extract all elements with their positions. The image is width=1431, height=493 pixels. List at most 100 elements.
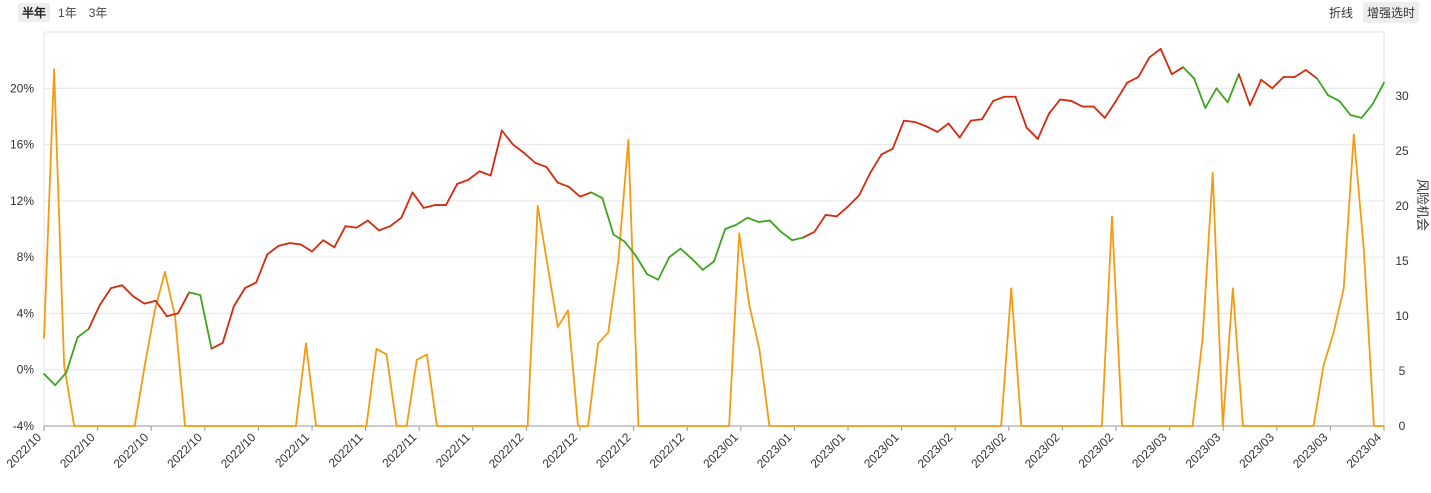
return-segment xyxy=(969,118,983,122)
enhanced-timing-button[interactable]: 增强选时 xyxy=(1362,2,1419,23)
return-segment xyxy=(869,153,883,174)
return-segment xyxy=(322,239,336,249)
x-tick-label: 2023/01 xyxy=(754,430,795,471)
x-tick-label: 2023/03 xyxy=(1129,430,1170,471)
return-segment xyxy=(244,281,258,290)
risk-opportunity-segment xyxy=(1332,287,1345,334)
x-tick-label: 2022/12 xyxy=(593,430,634,471)
x-tick-label: 2023/02 xyxy=(915,430,956,471)
return-segment xyxy=(1327,94,1341,102)
return-segment xyxy=(1226,73,1240,104)
return-segment xyxy=(76,328,90,339)
return-segment xyxy=(445,183,459,206)
return-segment xyxy=(467,170,481,181)
range-tab-3-year[interactable]: 3年 xyxy=(88,6,108,20)
return-segment xyxy=(110,284,124,290)
return-segment xyxy=(98,287,112,306)
return-segment xyxy=(1014,95,1028,129)
return-segment xyxy=(199,294,213,350)
return-segment xyxy=(132,295,146,305)
return-segment xyxy=(690,257,704,271)
return-segment xyxy=(746,216,760,223)
range-tab-1-year[interactable]: 1年 xyxy=(58,6,77,20)
left-tick-label: 20% xyxy=(10,81,34,95)
x-tick-label: 2022/11 xyxy=(433,430,473,470)
risk-opportunity-segment xyxy=(153,271,166,312)
risk-opportunity-segment xyxy=(1362,249,1375,427)
return-segment xyxy=(1137,56,1151,78)
return-segment xyxy=(891,119,905,150)
return-segment xyxy=(1025,126,1039,140)
return-segment xyxy=(512,143,526,154)
risk-opportunity-segment xyxy=(758,348,771,427)
chart-toolbar: 半年 1年 3年 折线 增强选时 xyxy=(0,0,1431,24)
return-segment xyxy=(121,284,135,298)
return-segment xyxy=(221,305,235,344)
return-segment xyxy=(858,171,872,197)
return-segment xyxy=(355,219,369,229)
left-tick-label: 4% xyxy=(17,306,35,320)
return-segment xyxy=(902,119,916,123)
return-segment xyxy=(1204,87,1218,109)
return-segment xyxy=(791,236,805,242)
right-tick-label: 15 xyxy=(1395,254,1409,268)
return-segment xyxy=(478,170,492,177)
return-segment xyxy=(936,122,950,133)
x-axis-ticks: 2022/10 2022/10 2022/10 2022/10 2022/10 2022/… xyxy=(4,426,1385,471)
x-tick-label: 2022/10 xyxy=(4,430,45,471)
range-tab-half-year[interactable]: 半年 xyxy=(18,3,51,22)
range-tabs: 半年 1年 3年 xyxy=(18,3,111,22)
risk-opportunity-segment xyxy=(738,232,751,306)
return-segment xyxy=(768,219,782,233)
right-tick-label: 30 xyxy=(1395,89,1409,103)
x-tick-label: 2023/01 xyxy=(808,430,849,471)
line-mode-button[interactable]: 折线 xyxy=(1328,6,1353,20)
return-segment xyxy=(154,299,168,318)
return-segment xyxy=(880,147,894,156)
x-tick-label: 2022/12 xyxy=(486,430,527,471)
risk-opportunity-segment xyxy=(1352,133,1365,251)
mode-buttons: 折线 增强选时 xyxy=(1325,2,1419,23)
return-segment xyxy=(378,225,392,232)
risk-opportunity-segment xyxy=(587,342,600,427)
return-segment xyxy=(612,233,626,243)
return-segment xyxy=(1293,69,1307,78)
return-segment xyxy=(947,122,961,139)
return-segment xyxy=(1260,78,1274,90)
return-segment xyxy=(143,299,157,305)
gridlines xyxy=(43,31,1385,426)
return-segment xyxy=(422,204,436,209)
return-segment xyxy=(277,242,291,247)
return-segment xyxy=(1338,100,1352,116)
x-tick-label: 2022/11 xyxy=(272,430,312,470)
return-segment xyxy=(545,166,559,184)
return-segment xyxy=(1070,100,1084,108)
return-segment xyxy=(802,230,816,239)
return-segment xyxy=(210,342,224,350)
left-tick-label: 0% xyxy=(17,363,35,377)
return-segment xyxy=(1126,76,1140,84)
return-segment xyxy=(523,152,537,164)
risk-opportunity-segment xyxy=(1221,287,1234,427)
risk-opportunity-segment xyxy=(617,138,630,262)
return-segment xyxy=(489,129,503,177)
return-segment xyxy=(389,216,403,228)
return-segment xyxy=(1304,69,1318,80)
return-segment xyxy=(914,121,928,128)
risk-opportunity-segment xyxy=(526,204,539,427)
return-segment xyxy=(1170,66,1184,76)
return-segment xyxy=(311,239,325,253)
right-tick-label: 5 xyxy=(1399,364,1406,378)
return-segment xyxy=(590,191,604,199)
risk-opportunity-segment xyxy=(365,348,378,427)
return-segment xyxy=(668,247,682,259)
return-segment xyxy=(366,219,380,232)
return-segment xyxy=(1092,105,1106,119)
x-tick-label: 2022/12 xyxy=(647,430,688,471)
risk-opportunity-segment xyxy=(294,342,307,427)
risk-opportunity-segment xyxy=(607,260,620,334)
return-segment xyxy=(601,197,615,236)
return-segment xyxy=(981,100,995,121)
x-tick-label: 2023/02 xyxy=(1076,430,1117,471)
return-segment xyxy=(813,214,827,233)
